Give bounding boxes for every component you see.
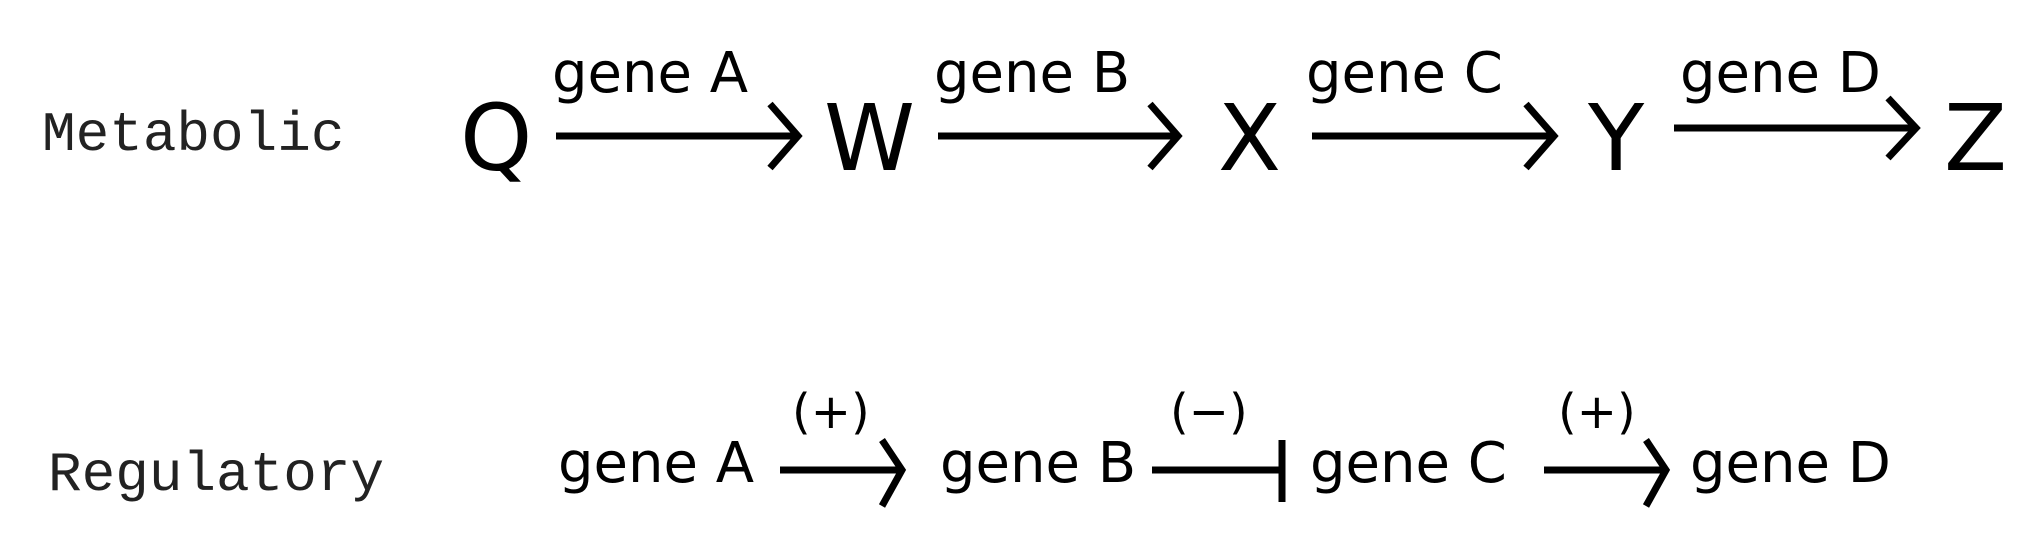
metabolite-q: Q: [460, 85, 532, 192]
metabolic-arrow-1-head: [767, 101, 803, 171]
regulatory-row-label: Regulatory: [48, 443, 384, 507]
regulatory-gene-b: gene B: [940, 431, 1136, 496]
metabolic-arrow-3-head: [1523, 101, 1559, 171]
regulatory-sign-3: (+): [1558, 384, 1636, 440]
metabolic-edge-label-1: gene A: [552, 41, 748, 106]
regulatory-gene-d: gene D: [1690, 431, 1891, 496]
metabolic-row: Metabolic Q W X Y Z gene A gene B gene C…: [42, 41, 2007, 192]
regulatory-sign-1: (+): [792, 384, 870, 440]
regulatory-arrow-1-head: [878, 438, 907, 508]
regulatory-activation-arrow-2: (+): [1544, 384, 1671, 508]
regulatory-activation-arrow-1: (+): [780, 384, 907, 508]
metabolic-arrow-1: gene A: [552, 41, 803, 171]
metabolic-arrow-4-head: [1885, 95, 1921, 161]
regulatory-row: Regulatory gene A gene B gene C gene D (…: [48, 384, 1891, 508]
regulatory-gene-a: gene A: [558, 431, 754, 496]
metabolite-x: X: [1218, 85, 1281, 192]
metabolic-edge-label-2: gene B: [934, 41, 1130, 106]
metabolite-w: W: [824, 85, 915, 192]
regulatory-gene-c: gene C: [1310, 431, 1507, 496]
regulatory-arrow-2-head: [1642, 438, 1671, 508]
metabolic-arrow-2: gene B: [934, 41, 1183, 171]
metabolic-arrow-2-head: [1147, 101, 1183, 171]
metabolic-arrow-4: gene D: [1674, 41, 1921, 161]
metabolite-z: Z: [1944, 85, 2007, 192]
metabolic-row-label: Metabolic: [42, 103, 344, 167]
regulatory-inhibition-arrow: (−): [1152, 384, 1286, 502]
metabolic-arrow-3: gene C: [1306, 41, 1559, 171]
metabolic-edge-label-4: gene D: [1680, 41, 1881, 106]
metabolite-y: Y: [1587, 85, 1645, 192]
metabolic-edge-label-3: gene C: [1306, 41, 1503, 106]
regulatory-sign-2: (−): [1170, 384, 1248, 440]
